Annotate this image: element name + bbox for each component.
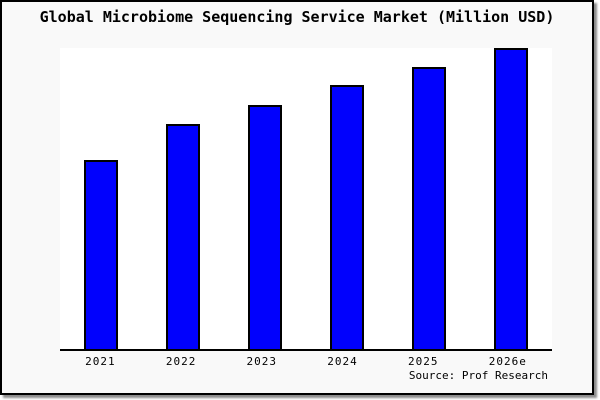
x-tick-label-2026e: 2026e [488, 355, 527, 368]
bar-2021 [84, 160, 118, 349]
bar-2023 [248, 105, 282, 349]
bar-2022 [166, 124, 200, 349]
bar-2025 [412, 67, 446, 349]
bar-2024 [330, 85, 364, 349]
x-axis-labels: 2021 2022 2023 2024 2025 2026e [60, 355, 552, 368]
bar-2026e [494, 48, 528, 349]
plot-area [60, 48, 552, 351]
x-tick-label-2021: 2021 [85, 355, 116, 368]
source-text: Source: Prof Research [408, 369, 548, 382]
chart-title: Global Microbiome Sequencing Service Mar… [39, 8, 555, 26]
x-tick-label-2022: 2022 [165, 355, 197, 368]
x-tick-label-2024: 2024 [327, 355, 358, 368]
x-tick-label-2023: 2023 [246, 355, 278, 368]
chart-frame: Global Microbiome Sequencing Service Mar… [0, 0, 594, 395]
x-tick-label-2025: 2025 [407, 355, 439, 368]
